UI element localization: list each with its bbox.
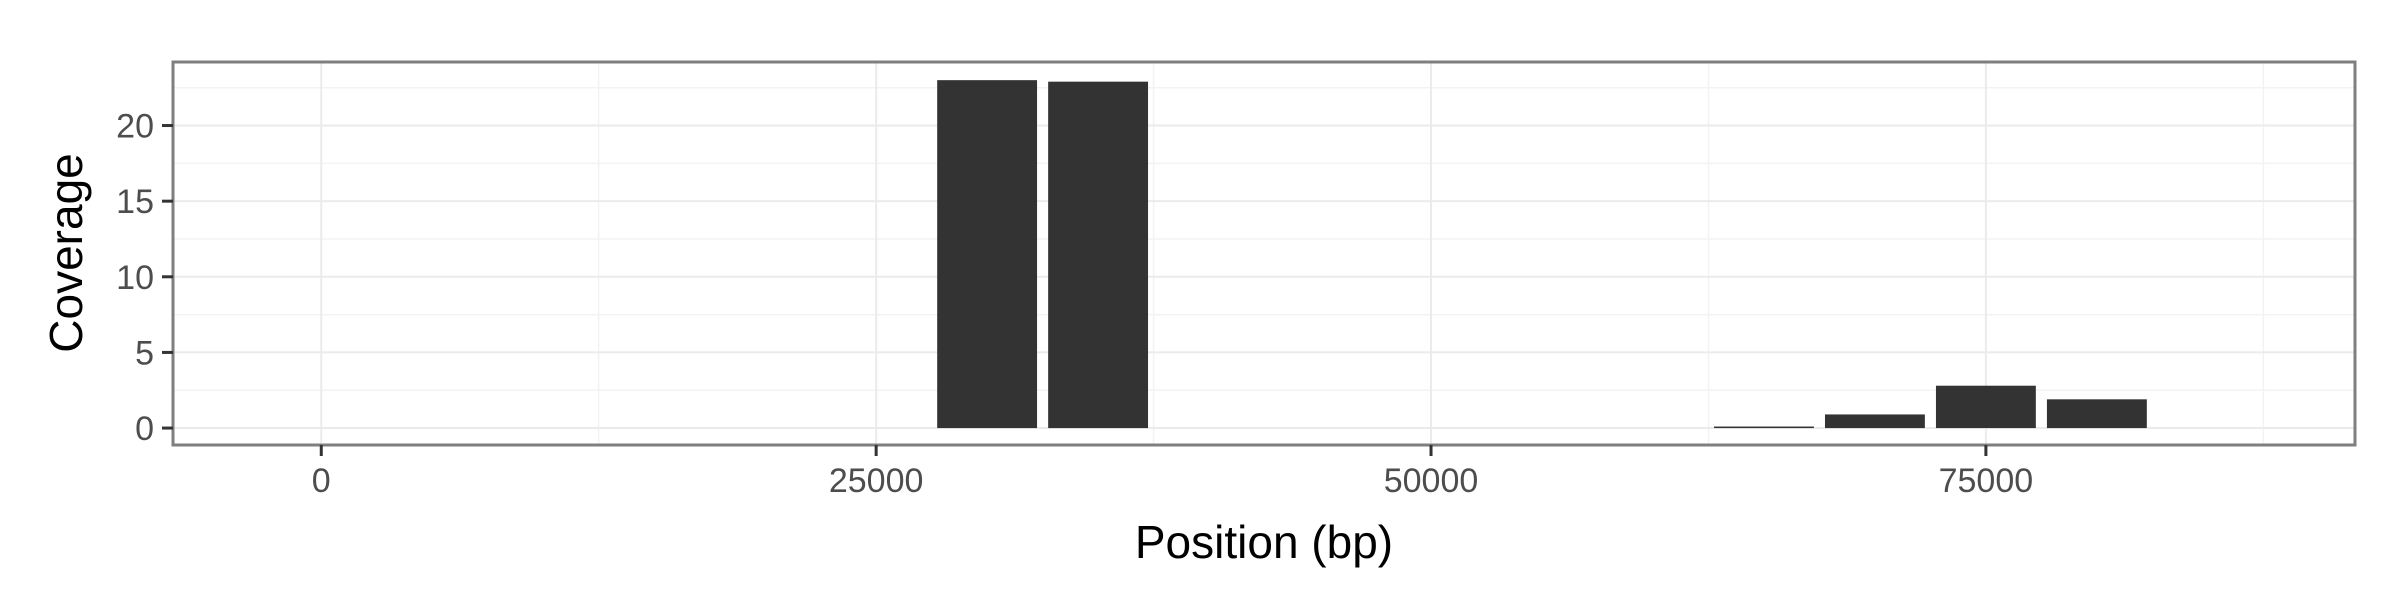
y-tick-label: 20 [116,108,154,146]
x-tick-label: 50000 [1384,462,1479,500]
y-axis: 0 5 10 15 20 [116,108,173,448]
bar-2 [1714,426,1814,429]
major-gridlines [173,62,2355,445]
bars [937,80,2147,429]
y-tick-label: 15 [116,183,154,221]
minor-gridlines [173,62,2355,445]
x-tick-label: 25000 [829,462,924,500]
x-tick-label: 75000 [1939,462,2034,500]
y-tick-label: 10 [116,259,154,297]
y-tick-label: 5 [135,334,154,372]
bar-0 [937,80,1038,429]
y-axis-title: Coverage [40,153,92,352]
plot-panel [171,60,2357,447]
bar-4 [1935,385,2036,429]
panel-border [171,60,2357,447]
x-tick-label: 0 [312,462,331,500]
bar-3 [1824,414,1925,429]
bar-1 [1048,81,1149,429]
x-axis-title: Position (bp) [1135,516,1393,568]
y-tick-label: 0 [135,410,154,448]
bar-5 [2046,399,2147,429]
x-axis: 0 25000 50000 75000 [312,445,2033,500]
